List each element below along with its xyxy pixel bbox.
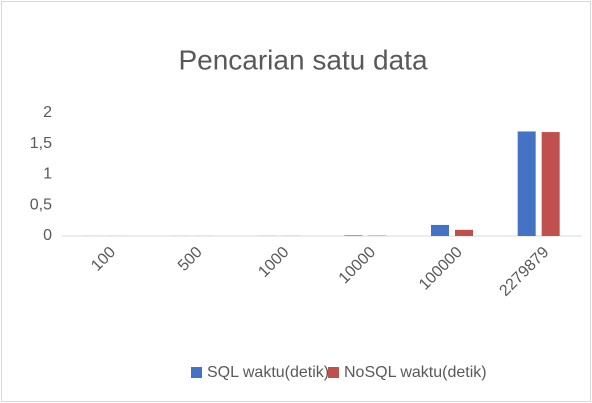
y-tick-label: 0,5 [30,196,52,213]
bar [517,131,536,236]
legend-label: SQL waktu(detik) [207,364,329,381]
y-tick-label: 0 [43,227,52,244]
bar [541,132,560,236]
bar [344,235,363,236]
bar [431,224,449,236]
y-tick-label: 1 [43,166,52,183]
legend-label: NoSQL waktu(detik) [344,364,487,381]
chart-title: Pencarian satu data [178,44,427,75]
legend-swatch [328,367,339,378]
y-tick-label: 1,5 [30,135,52,152]
legend-swatch [191,367,202,378]
y-tick-label: 2 [43,104,52,121]
bar [455,229,473,236]
